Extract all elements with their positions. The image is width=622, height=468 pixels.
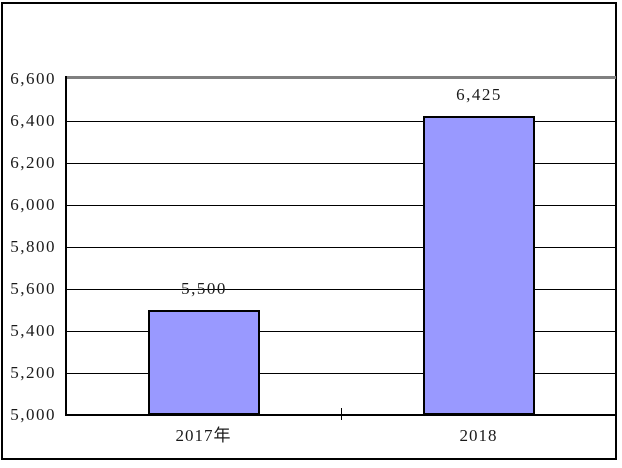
y-axis-tick-label: 5,800 (10, 237, 56, 256)
bar-value-label: 6,425 (456, 85, 502, 104)
top-gridline (66, 76, 616, 79)
y-axis-tick-label: 5,400 (10, 321, 56, 340)
y-axis-tick-label: 5,600 (10, 279, 56, 298)
gridline (66, 289, 616, 290)
y-axis-line (65, 76, 67, 416)
gridline (66, 205, 616, 206)
y-axis-tick-label: 5,200 (10, 363, 56, 382)
x-axis-tick (341, 408, 342, 420)
y-axis-tick-label: 6,000 (10, 195, 56, 214)
y-axis-tick-label: 6,600 (10, 69, 56, 88)
bar-2 (423, 116, 535, 415)
x-axis-category-label: 2018 (459, 426, 498, 445)
y-axis-tick-label: 5,000 (10, 405, 56, 424)
gridline (66, 373, 616, 374)
y-axis-tick-label: 6,400 (10, 111, 56, 130)
bar-value-label: 5,500 (181, 279, 227, 298)
gridline (66, 121, 616, 122)
bar-1 (148, 310, 260, 415)
gridline (66, 247, 616, 248)
y-axis-tick-label: 6,200 (10, 153, 56, 172)
x-axis-category-label: 2017年 (175, 426, 232, 445)
gridline (66, 163, 616, 164)
gridline (66, 331, 616, 332)
